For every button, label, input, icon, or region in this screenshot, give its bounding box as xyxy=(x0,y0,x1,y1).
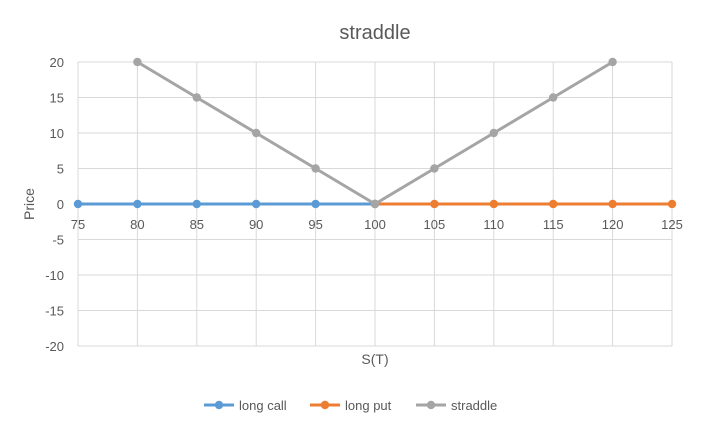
legend-item: long put xyxy=(310,398,392,413)
y-tick-label: 5 xyxy=(57,162,64,177)
y-tick-label: 20 xyxy=(50,55,64,70)
data-point xyxy=(430,164,439,173)
series-lines xyxy=(73,57,677,209)
y-tick-label: -20 xyxy=(45,339,64,354)
x-tick-label: 90 xyxy=(249,217,263,232)
x-tick-label: 110 xyxy=(483,217,504,232)
y-tick-label: 15 xyxy=(50,91,64,106)
data-point xyxy=(73,199,83,209)
data-point xyxy=(133,57,142,67)
y-tick-label: 0 xyxy=(57,197,64,212)
series-long-call xyxy=(73,199,380,209)
legend-label: long call xyxy=(239,398,287,413)
x-tick-label: 115 xyxy=(543,217,564,232)
legend: long call long put straddle xyxy=(204,398,497,413)
data-point xyxy=(192,93,201,102)
y-axis-tick-labels: -20 -15 -10 -5 0 5 10 15 20 xyxy=(45,55,64,354)
legend-item: long call xyxy=(204,398,287,413)
x-tick-label: 100 xyxy=(364,217,386,232)
y-axis-title: Price xyxy=(21,188,37,220)
y-tick-label: -15 xyxy=(45,304,64,319)
x-axis-tick-labels: 75 80 85 90 95 100 105 110 115 120 125 xyxy=(71,217,683,232)
legend-swatch-marker xyxy=(320,400,330,410)
x-tick-label: 80 xyxy=(130,217,144,232)
data-point xyxy=(252,199,261,209)
x-tick-label: 75 xyxy=(71,217,85,232)
data-point xyxy=(192,199,201,209)
data-point xyxy=(489,128,498,138)
data-point xyxy=(311,199,320,209)
x-tick-label: 120 xyxy=(602,217,624,232)
data-point xyxy=(549,199,558,209)
legend-swatch-marker xyxy=(214,400,224,410)
y-tick-label: -10 xyxy=(45,268,64,283)
data-point xyxy=(608,199,617,209)
data-point xyxy=(608,57,617,67)
legend-label: long put xyxy=(345,398,392,413)
series-straddle xyxy=(133,57,617,209)
x-tick-label: 105 xyxy=(424,217,446,232)
data-point xyxy=(311,164,320,173)
chart-title: straddle xyxy=(339,22,410,44)
y-tick-label: 10 xyxy=(50,126,64,141)
data-point xyxy=(133,199,142,209)
series-long-put xyxy=(370,199,677,209)
data-point xyxy=(549,93,558,102)
legend-label: straddle xyxy=(451,398,497,413)
legend-item: straddle xyxy=(416,398,497,413)
data-point xyxy=(667,199,677,209)
y-tick-label: -5 xyxy=(52,233,64,248)
x-axis-title: S(T) xyxy=(361,351,388,367)
data-point xyxy=(489,199,498,209)
data-point xyxy=(430,199,439,209)
data-point xyxy=(370,199,380,209)
data-point xyxy=(252,128,261,138)
x-tick-label: 95 xyxy=(308,217,322,232)
legend-swatch-marker xyxy=(426,400,436,410)
x-tick-label: 85 xyxy=(190,217,204,232)
x-tick-label: 125 xyxy=(661,217,683,232)
